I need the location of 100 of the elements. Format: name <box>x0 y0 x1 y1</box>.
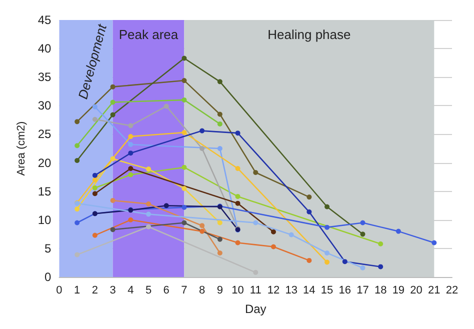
point <box>378 241 384 246</box>
x-tick-label: 14 <box>303 284 316 296</box>
point <box>217 250 222 256</box>
band-label: Peak area <box>118 27 179 42</box>
point <box>324 204 330 210</box>
point <box>288 232 294 238</box>
y-tick-label: 20 <box>38 156 52 170</box>
band-label: Healing phase <box>268 27 351 42</box>
y-tick-label: 45 <box>38 13 52 27</box>
point <box>92 185 98 190</box>
point <box>235 194 240 199</box>
point <box>128 123 134 128</box>
point <box>306 194 312 200</box>
y-tick-label: 40 <box>38 42 52 56</box>
point <box>110 227 116 232</box>
point <box>360 232 366 237</box>
point <box>182 130 187 136</box>
point <box>128 150 134 156</box>
point <box>128 217 134 222</box>
point <box>128 142 134 147</box>
point <box>128 166 134 171</box>
point <box>306 209 312 214</box>
point <box>378 264 384 270</box>
point <box>74 119 80 124</box>
point <box>235 240 240 246</box>
point <box>110 84 116 90</box>
point <box>110 100 116 105</box>
point <box>306 258 312 263</box>
point <box>146 224 152 230</box>
point <box>182 204 187 210</box>
point <box>182 164 187 170</box>
point <box>217 112 222 117</box>
point <box>217 121 222 126</box>
y-tick-label: 30 <box>38 98 52 113</box>
x-tick-label: 4 <box>128 284 134 296</box>
y-tick-label: 15 <box>38 184 52 198</box>
point <box>146 166 152 172</box>
point <box>92 104 98 110</box>
x-tick-label: 22 <box>446 284 458 296</box>
point <box>253 170 258 175</box>
x-tick-label: 11 <box>250 284 262 296</box>
point <box>74 143 80 148</box>
point <box>92 177 98 182</box>
point <box>200 146 205 151</box>
x-tick-label: 16 <box>338 284 352 296</box>
point <box>235 166 240 171</box>
point <box>396 228 401 234</box>
point <box>217 79 222 84</box>
point <box>235 130 240 136</box>
x-tick-label: 0 <box>56 284 62 296</box>
point <box>164 203 169 208</box>
point <box>342 259 348 264</box>
x-tick-label: 9 <box>216 284 223 296</box>
point <box>360 265 366 270</box>
x-tick-label: 1 <box>74 284 80 296</box>
point <box>128 134 134 140</box>
x-tick-label: 10 <box>232 284 244 296</box>
x-tick-label: 13 <box>285 284 298 296</box>
x-tick-label: 5 <box>145 284 152 296</box>
x-tick-label: 18 <box>374 284 387 296</box>
point <box>110 156 116 162</box>
point <box>164 104 169 109</box>
x-tick-label: 6 <box>163 284 170 296</box>
point <box>270 229 276 234</box>
x-tick-label: 7 <box>181 284 188 296</box>
point <box>200 128 205 134</box>
y-tick-label: 5 <box>44 241 52 256</box>
point <box>182 97 187 102</box>
point <box>110 112 116 118</box>
point <box>74 206 80 212</box>
point <box>324 250 330 256</box>
point <box>146 212 152 217</box>
point <box>235 200 240 206</box>
point <box>324 260 330 265</box>
point <box>74 252 80 258</box>
point <box>182 56 187 61</box>
x-tick-label: 12 <box>267 284 280 296</box>
point <box>253 220 258 226</box>
y-axis-title: Area (cm2) <box>16 121 28 176</box>
point <box>110 198 116 203</box>
point <box>92 232 98 238</box>
point <box>200 223 205 228</box>
point <box>92 191 98 196</box>
point <box>270 244 276 250</box>
point <box>146 201 152 206</box>
point <box>128 172 134 178</box>
point <box>92 172 98 178</box>
point <box>217 146 222 151</box>
point <box>182 78 187 84</box>
x-tick-label: 20 <box>410 284 422 296</box>
y-tick-label: 10 <box>38 212 52 227</box>
point <box>217 220 222 226</box>
x-tick-label: 17 <box>356 284 369 296</box>
x-tick-label: 15 <box>320 284 334 296</box>
point <box>217 236 222 242</box>
point <box>360 220 366 226</box>
x-tick-label: 3 <box>110 284 116 296</box>
x-tick-label: 19 <box>392 284 405 296</box>
point <box>200 228 205 234</box>
x-tick-label: 8 <box>199 284 206 296</box>
